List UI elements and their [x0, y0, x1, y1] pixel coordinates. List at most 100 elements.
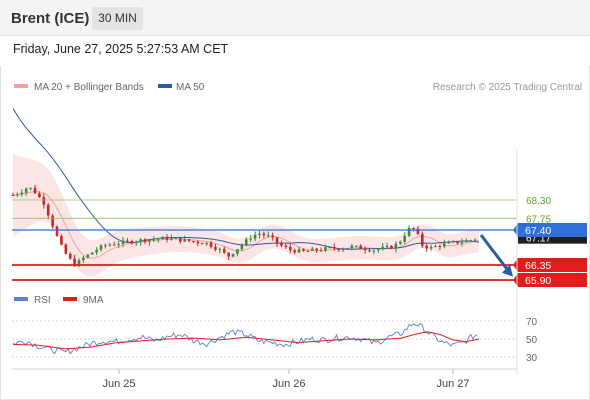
candle-body — [271, 235, 274, 238]
candle-body — [359, 245, 362, 250]
candle-body — [99, 245, 103, 250]
candle-body — [68, 253, 72, 259]
candle-body — [156, 239, 160, 241]
legend-swatch-ma50 — [158, 84, 172, 88]
candle-body — [108, 244, 112, 246]
candle-body — [434, 246, 437, 248]
candle-body — [315, 248, 318, 251]
candle-body — [398, 241, 402, 244]
candle-body — [297, 249, 301, 253]
candle-body — [249, 238, 252, 240]
candle-body — [33, 187, 37, 194]
candle-body — [82, 257, 85, 261]
candle-body — [178, 237, 182, 242]
candle-body — [284, 245, 288, 247]
candle-body — [174, 237, 178, 239]
instrument-name: Brent (ICE) — [11, 10, 90, 27]
candle-body — [341, 249, 345, 251]
candle-body — [55, 226, 59, 236]
candle-body — [24, 188, 28, 193]
title-bar: Brent (ICE) 30 MIN — [0, 0, 590, 36]
legend-rsi-label: RSI — [34, 295, 51, 306]
candle-body — [60, 235, 63, 245]
candle-body — [117, 243, 120, 245]
candle-body — [337, 248, 340, 250]
candle-body — [187, 239, 191, 242]
candle-body — [363, 249, 367, 251]
candle-body — [421, 233, 424, 246]
price-chart[interactable]: MA 20 + Bollinger Bands MA 50 Research ©… — [1, 66, 590, 400]
rsi-plot-area: 70 50 30 — [12, 317, 538, 364]
candle-body — [403, 235, 406, 242]
candle-body — [407, 228, 411, 236]
candle-body — [200, 243, 204, 245]
candle-body — [266, 235, 270, 237]
bollinger-band — [13, 153, 479, 277]
candle-body — [253, 235, 257, 239]
candle-body — [95, 249, 98, 253]
candle-body — [319, 250, 323, 252]
copyright-text: Research © 2025 Trading Central — [433, 82, 582, 93]
candle-body — [473, 239, 477, 241]
candle-body — [38, 193, 41, 198]
candle-body — [51, 215, 54, 227]
candle-body — [328, 247, 332, 249]
candle-body — [438, 246, 442, 248]
candle-body — [429, 246, 433, 249]
rsi-tick-label: 50 — [526, 335, 538, 346]
candle-body — [183, 239, 186, 242]
timeframe-button[interactable]: 30 MIN — [92, 7, 143, 30]
forecast-arrowhead — [502, 264, 513, 277]
candle-body — [288, 246, 292, 251]
candle-body — [390, 245, 393, 249]
x-axis-ticks: Jun 25 Jun 26 Jun 27 — [102, 369, 470, 390]
chart-frame: MA 20 + Bollinger Bands MA 50 Research ©… — [0, 66, 590, 400]
candle-body — [346, 248, 349, 250]
legend-swatch-9ma — [63, 297, 77, 301]
candle-body — [64, 244, 68, 254]
candle-body — [77, 260, 81, 267]
candle-body — [244, 239, 248, 245]
candle-body — [231, 253, 235, 257]
candle-body — [451, 241, 455, 243]
candle-body — [324, 247, 327, 251]
candle-body — [143, 239, 147, 242]
candle-body — [73, 258, 76, 267]
candle-body — [218, 248, 222, 250]
price-legend: MA 20 + Bollinger Bands MA 50 Research ©… — [14, 82, 582, 93]
candle-body — [412, 228, 415, 230]
legend-swatch-rsi — [14, 297, 28, 301]
last-price-label: 67.17 — [526, 234, 551, 245]
candle-body — [139, 239, 142, 242]
legend-swatch-ma20 — [14, 84, 28, 88]
candle-body — [310, 248, 314, 251]
candle-body — [192, 241, 195, 243]
candle-body — [416, 228, 420, 234]
candle-body — [130, 240, 134, 244]
candle-body — [209, 242, 213, 247]
candle-body — [161, 237, 164, 240]
candle-body — [222, 248, 226, 253]
candle-body — [165, 237, 169, 240]
candle-body — [240, 244, 244, 250]
candle-body — [196, 241, 200, 244]
candle-body — [394, 243, 398, 249]
candle-body — [134, 241, 138, 244]
candle-body — [20, 192, 24, 195]
candle-body — [293, 250, 296, 253]
candle-body — [372, 250, 376, 252]
candle-body — [42, 197, 46, 205]
candle-body — [332, 247, 336, 249]
candle-body — [350, 245, 354, 249]
resistance-label: 68.30 — [526, 196, 551, 207]
legend-9ma-label: 9MA — [83, 295, 104, 306]
support-label: 65.90 — [525, 275, 551, 287]
pivot-label: 67.40 — [525, 225, 551, 237]
candle-body — [205, 242, 208, 245]
candle-body — [425, 245, 429, 249]
candle-body — [368, 250, 371, 252]
candle-body — [16, 194, 19, 196]
forecast-arrow — [479, 234, 511, 273]
rsi-ma9-line — [12, 331, 480, 350]
